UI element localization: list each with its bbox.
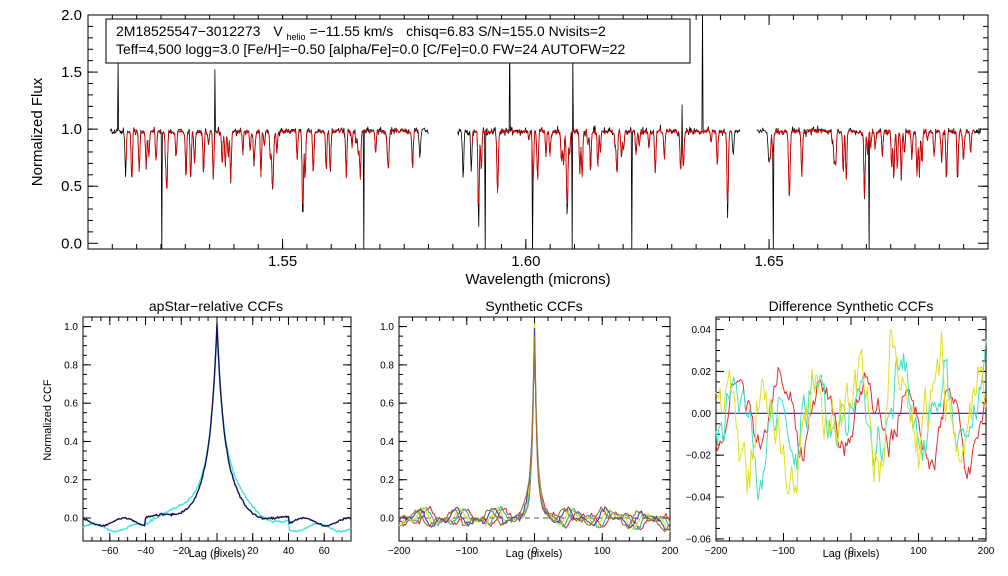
difference-ccf-panel: Difference Synthetic CCFs −200 −100 0 100 20… [686, 298, 995, 560]
info-star-id: 2M18525547−3012273 [116, 23, 261, 39]
y-tick-label: 1.0 [64, 322, 78, 333]
y-tick-label: 0.6 [380, 399, 394, 410]
y-tick-label: 0.02 [692, 367, 712, 378]
difference-ccf-line [715, 329, 987, 495]
y-tick-label: 0.0 [64, 514, 78, 525]
y-tick-label: 0.4 [64, 437, 78, 448]
y-tick-label: 0.0 [380, 514, 394, 525]
synthetic-ccf-panel: Synthetic CCFs −200 −100 0 100 200 0.0 0.2 0.4 0… [380, 298, 679, 560]
x-tick-label: −60 [101, 546, 118, 557]
apstar-ccf-lines [82, 322, 352, 533]
spectrum-x-label: Wavelength (microns) [465, 271, 610, 288]
y-tick-label: 0.8 [64, 360, 78, 371]
spectrum-x-tick-label: 1.60 [511, 253, 540, 270]
spectrum-y-tick-label: 1.0 [61, 121, 82, 138]
spectrum-x-tick-label: 1.55 [268, 253, 297, 270]
difference-ccf-ticks: −200 −100 0 100 200 −0.06 −0.04 −0.02 0.00 0.02 0.… [686, 317, 995, 557]
synthetic-ccf-line [398, 327, 671, 531]
y-tick-label: −0.02 [686, 451, 712, 462]
spectrum-y-tick-label: 2.0 [61, 7, 82, 24]
spectrum-y-tick-label: 0.5 [61, 178, 82, 195]
difference-ccf-line [715, 366, 987, 480]
synthetic-ccf-ticks: −200 −100 0 100 200 0.0 0.2 0.4 0.6 0.8 1.0 [380, 317, 679, 557]
x-tick-label: −200 [705, 546, 728, 557]
y-tick-label: 0.04 [692, 325, 712, 336]
spectrum-x-tick-label: 1.65 [754, 253, 783, 270]
apstar-ccf-frame [82, 316, 352, 542]
spectrum-observed-line [109, 59, 429, 249]
difference-ccf-x-label: Lag (pixels) [823, 548, 880, 560]
info-box: 2M18525547−3012273 V helio =−11.55 km/s … [105, 18, 691, 64]
x-tick-label: −100 [455, 546, 478, 557]
difference-ccf-lines [715, 329, 987, 501]
spectrum-chips [109, 15, 982, 249]
info-v-prefix: V [273, 23, 283, 39]
spectrum-synthetic-line [768, 128, 975, 198]
info-stats: chisq=6.83 S/N=155.0 Nvisits=2 [406, 23, 606, 39]
spectrum-y-tick-label: 1.5 [61, 64, 82, 81]
y-tick-label: −0.04 [686, 493, 712, 504]
x-tick-label: −100 [772, 546, 795, 557]
x-tick-label: 200 [662, 546, 679, 557]
spectrum-synthetic-line [471, 127, 732, 204]
y-tick-label: 0.6 [64, 399, 78, 410]
y-tick-label: 0.8 [380, 360, 394, 371]
x-tick-label: 20 [247, 546, 259, 557]
synthetic-ccf-lines [398, 323, 671, 533]
y-tick-label: 0.2 [380, 475, 394, 486]
spectrum-panel: 1.55 1.60 1.65 0.0 0.5 1.0 1.5 2.0 Wavelength … [29, 7, 989, 288]
info-v-sub: helio [287, 32, 306, 42]
x-tick-label: −40 [137, 546, 154, 557]
y-tick-label: −0.06 [686, 534, 712, 545]
spectrum-frame [87, 14, 989, 250]
synthetic-ccf-x-label: Lag (pixels) [506, 548, 563, 560]
apstar-ccf-ticks: −60 −40 −20 0 20 40 60 0.0 0.2 0.4 0.6 0.8 1.0 [64, 317, 352, 557]
x-tick-label: −200 [388, 546, 411, 557]
x-tick-label: 100 [910, 546, 927, 557]
x-tick-label: 100 [594, 546, 611, 557]
apstar-ccf-title: apStar−relative CCFs [149, 298, 283, 314]
synthetic-ccf-line [398, 335, 671, 533]
apstar-ccf-line [82, 327, 352, 533]
y-tick-label: 0.2 [64, 475, 78, 486]
spectrum-y-tick-label: 0.0 [61, 235, 82, 252]
y-tick-label: 1.0 [380, 322, 394, 333]
apstar-ccf-y-label: Normalized CCF [42, 379, 54, 461]
info-box-frame [105, 18, 691, 64]
apstar-ccf-x-label: Lag (pixels) [189, 548, 246, 560]
y-tick-label: 0.00 [692, 409, 712, 420]
x-tick-label: 0 [532, 546, 538, 557]
synthetic-ccf-title: Synthetic CCFs [485, 298, 582, 314]
x-tick-label: −20 [173, 546, 190, 557]
apstar-ccf-panel: apStar−relative CCFs −60 −40 −20 0 20 40 60 0.0… [42, 298, 352, 560]
y-tick-label: 0.4 [380, 437, 394, 448]
spectrum-y-ticks: 0.0 0.5 1.0 1.5 2.0 [61, 7, 988, 252]
difference-ccf-frame [715, 316, 987, 542]
info-line-1: 2M18525547−3012273 V helio =−11.55 km/s … [116, 23, 606, 43]
spectrum-synthetic-line [125, 128, 419, 204]
apstar-ccf-line [82, 322, 352, 527]
info-v-value: =−11.55 km/s [309, 23, 393, 39]
difference-ccf-title: Difference Synthetic CCFs [769, 298, 934, 314]
x-tick-label: 40 [283, 546, 295, 557]
x-tick-label: 60 [319, 546, 331, 557]
info-line-2: Teff=4,500 logg=3.0 [Fe/H]=−0.50 [alpha/… [116, 41, 625, 57]
spectrum-y-label: Normalized Flux [29, 77, 46, 186]
x-tick-label: 0 [848, 546, 854, 557]
x-tick-label: 200 [978, 546, 995, 557]
x-tick-label: 0 [214, 546, 220, 557]
